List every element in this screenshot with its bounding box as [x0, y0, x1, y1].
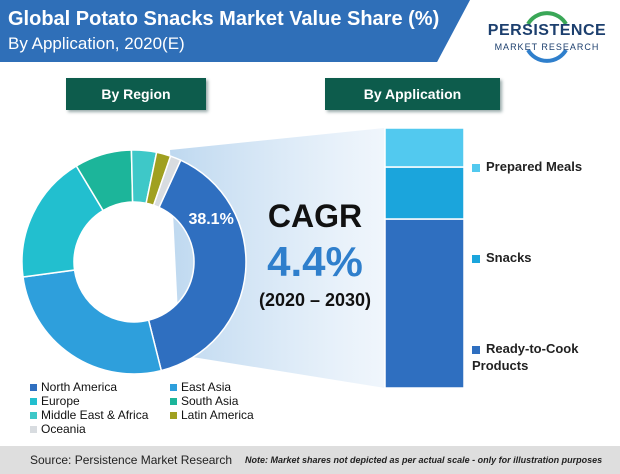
- logo-tagline: MARKET RESEARCH: [494, 42, 600, 52]
- legend-label: South Asia: [181, 394, 239, 408]
- legend-label: Europe: [41, 394, 80, 408]
- legend-swatch: [472, 163, 480, 172]
- legend-latin-america: Latin America: [170, 408, 254, 422]
- app-legend-label: Prepared Meals: [486, 159, 583, 174]
- donut-data-label: 38.1%: [188, 211, 233, 228]
- app-legend-label: Snacks: [486, 250, 532, 265]
- application-stacked-bar: [384, 127, 465, 389]
- footer-bar: [0, 446, 620, 474]
- legend-swatch: [472, 345, 480, 354]
- legend-swatch: [170, 412, 177, 420]
- legend-label: Middle East & Africa: [41, 408, 149, 422]
- legend-label: North America: [41, 380, 118, 394]
- bar-segment-prepared-meals: [384, 127, 465, 168]
- cagr-period: (2020 – 2030): [258, 290, 372, 310]
- page-subtitle: By Application, 2020(E): [8, 34, 185, 53]
- company-logo: PERSISTENCE MARKET RESEARCH: [478, 4, 616, 68]
- legend-swatch: [30, 398, 37, 406]
- legend-oceania: Oceania: [30, 422, 86, 436]
- donut-slice-oceania: [152, 155, 182, 209]
- logo-ring-icon: [526, 11, 568, 63]
- legend-swatch: [30, 426, 37, 434]
- app-legend-ready-to-cook: Ready-to-Cook Products: [472, 340, 602, 374]
- legend-east-asia: East Asia: [170, 380, 231, 394]
- logo-name: PERSISTENCE: [487, 22, 607, 39]
- source-text: Source: Persistence Market Research: [30, 453, 233, 467]
- bar-segment-ready-to-cook-products: [384, 218, 465, 389]
- legend-label: East Asia: [181, 380, 232, 394]
- footnote-text: Note: Market shares not depicted as per …: [245, 455, 603, 465]
- app-legend-snacks: Snacks: [472, 249, 612, 266]
- donut-slice-east-asia: [22, 269, 163, 375]
- legend-swatch: [30, 384, 37, 392]
- cagr-label: CAGR: [267, 198, 363, 234]
- cagr-value: 4.4%: [267, 238, 363, 285]
- legend-swatch: [472, 254, 480, 263]
- legend-middle-east-africa: Middle East & Africa: [30, 408, 148, 422]
- app-legend-label: Ready-to-Cook Products: [472, 341, 579, 373]
- legend-label: Oceania: [41, 422, 86, 436]
- app-legend-prepared-meals: Prepared Meals: [472, 158, 612, 175]
- bar-segment-snacks: [384, 166, 465, 220]
- page-title: Global Potato Snacks Market Value Share …: [8, 8, 440, 30]
- legend-swatch: [170, 398, 177, 406]
- chart-canvas: 38.1%: [21, 127, 465, 389]
- legend-label: Latin America: [181, 408, 254, 422]
- legend-europe: Europe: [30, 394, 80, 408]
- legend-south-asia: South Asia: [170, 394, 238, 408]
- header-bar: [0, 0, 470, 62]
- legend-swatch: [170, 384, 177, 392]
- tab-by-region: By Region: [66, 78, 206, 110]
- tab-by-application: By Application: [325, 78, 500, 110]
- legend-north-america: North America: [30, 380, 117, 394]
- region-donut: 38.1%: [21, 149, 247, 375]
- legend-swatch: [30, 412, 37, 420]
- donut-slice-north-america: [147, 159, 247, 372]
